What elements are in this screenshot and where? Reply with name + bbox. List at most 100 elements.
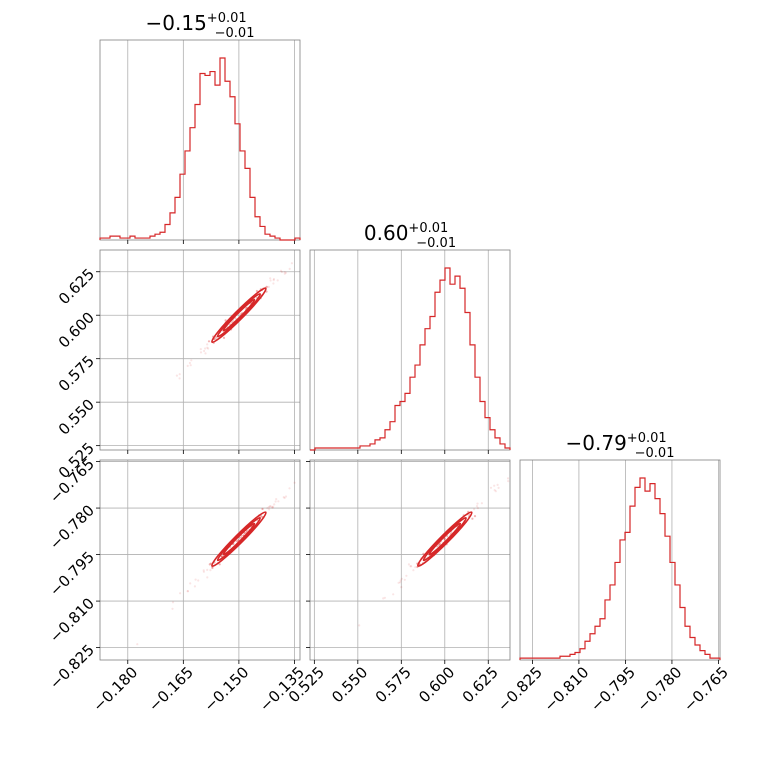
sample-point (412, 569, 415, 572)
density-contour (222, 522, 256, 556)
y-tick-label: 0.600 (55, 308, 98, 351)
sample-point (189, 582, 192, 585)
sample-point (405, 574, 408, 577)
sample-point (276, 279, 279, 282)
sample-point (255, 289, 258, 293)
title-param-0: −0.15+0.01 −0.01 (146, 11, 255, 41)
sample-point (206, 343, 209, 346)
sample-point (204, 352, 207, 355)
sample-point (208, 563, 211, 566)
sample-point (272, 505, 275, 508)
sample-point (202, 569, 205, 572)
sample-point (480, 502, 483, 505)
sample-point (215, 336, 218, 339)
density-contour (428, 522, 462, 556)
sample-point (399, 581, 402, 584)
sample-point (206, 346, 209, 349)
sample-point (414, 566, 417, 569)
y-tick-label: 0.575 (55, 352, 98, 395)
sample-point (268, 508, 271, 511)
sample-point (206, 568, 209, 572)
sample-point (265, 285, 268, 288)
sample-point (199, 348, 202, 351)
x-tick-label: −0.765 (680, 663, 732, 715)
sample-point (213, 337, 216, 341)
sample-point (188, 361, 191, 365)
density-contour (216, 293, 262, 338)
y-tick-label: 0.550 (55, 395, 98, 438)
sample-point (471, 517, 474, 520)
density-contour (211, 287, 267, 344)
sample-point (222, 336, 226, 339)
density-contour (216, 516, 262, 562)
sample-point (288, 267, 291, 270)
scatter-marks (175, 250, 300, 380)
scatter-marks (136, 481, 296, 646)
sample-point (507, 480, 510, 483)
sample-point (288, 487, 291, 490)
sample-point (204, 347, 207, 350)
sample-point (526, 455, 528, 457)
sample-point (400, 586, 403, 589)
sample-point (171, 607, 174, 610)
sample-point (207, 347, 210, 350)
scatter-marks (358, 455, 528, 627)
panel-frame (99, 39, 301, 241)
sample-point (493, 489, 496, 492)
y-tick-label: −0.780 (46, 501, 98, 553)
title-param-1: 0.60+0.01 −0.01 (364, 221, 456, 251)
sample-point (277, 500, 280, 503)
sample-point (283, 271, 286, 274)
histogram-panel-param-1 (309, 249, 511, 454)
sample-point (283, 272, 286, 275)
x-tick-label: −0.150 (200, 663, 252, 715)
y-tick-label: −0.810 (46, 594, 98, 646)
sample-point (179, 592, 182, 595)
sample-point (268, 505, 271, 508)
sample-point (171, 601, 175, 604)
sample-point (136, 643, 139, 646)
sample-point (178, 377, 181, 380)
sample-point (271, 506, 274, 509)
sample-point (186, 590, 189, 593)
density-contour (222, 298, 256, 332)
density-contour (422, 516, 467, 562)
sample-point (274, 500, 277, 503)
sample-point (282, 496, 285, 499)
x-tick-label: −0.810 (541, 663, 593, 715)
sample-point (494, 490, 497, 493)
sample-point (299, 250, 300, 252)
sample-point (211, 566, 214, 570)
sample-point (383, 596, 386, 599)
sample-point (178, 373, 181, 376)
sample-point (443, 538, 446, 541)
x-tick-label: −0.180 (89, 663, 141, 715)
scatter-panel-param2-vs-param0 (96, 459, 301, 664)
sample-point (290, 262, 293, 265)
sample-point (190, 359, 193, 362)
sample-point (279, 269, 283, 272)
sample-point (407, 563, 410, 566)
sample-point (438, 542, 441, 546)
x-tick-label: −0.165 (145, 663, 197, 715)
sample-point (269, 505, 272, 508)
sample-point (493, 484, 496, 487)
sample-point (224, 319, 227, 322)
sample-point (476, 507, 479, 510)
y-tick-label: −0.795 (46, 548, 98, 600)
density-contour (211, 511, 267, 567)
sample-point (207, 340, 211, 343)
histogram-panel-param-2 (519, 459, 721, 664)
sample-point (410, 565, 413, 568)
sample-point (497, 486, 500, 489)
sample-point (476, 502, 479, 505)
sample-point (193, 585, 196, 588)
x-tick-label: 0.550 (328, 663, 371, 706)
histogram-series-param-1 (310, 267, 511, 451)
sample-point (397, 581, 400, 584)
sample-point (203, 349, 206, 353)
sample-point (358, 624, 361, 627)
sample-point (266, 507, 269, 510)
